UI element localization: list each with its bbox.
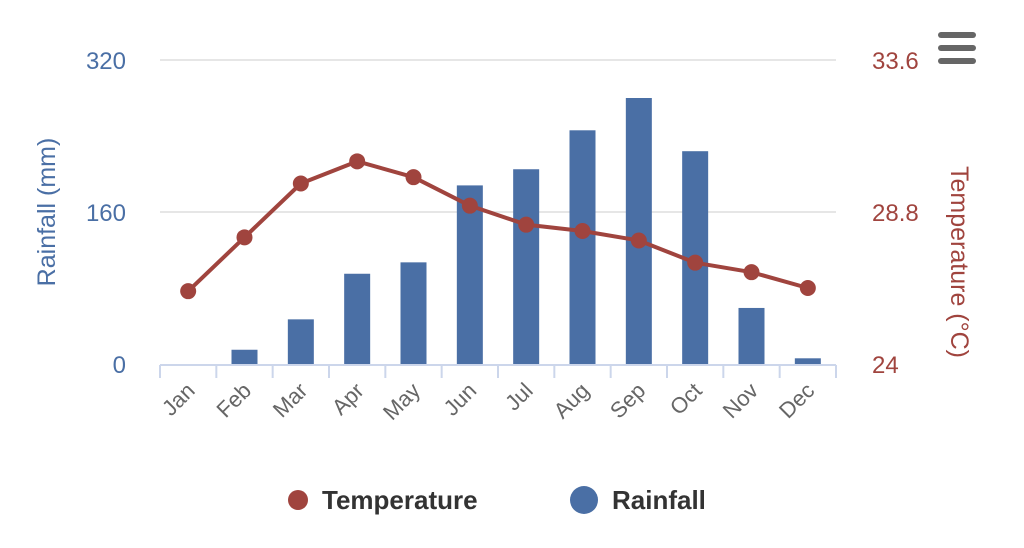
y-left-tick-label: 160: [86, 200, 126, 227]
x-axis: Jan Feb Mar Apr May Jun Jul Aug Sep Oct Nov Dec: [157, 364, 837, 425]
rainfall-bar: [400, 262, 427, 364]
hamburger-menu-icon[interactable]: [934, 30, 980, 68]
y-left-axis-title: Rainfall (mm): [33, 138, 61, 287]
temperature-point: [743, 264, 760, 281]
y-right-axis-title: Temperature (°C): [945, 166, 973, 358]
temperature-point: [180, 283, 197, 300]
x-tick-label: Feb: [212, 378, 256, 422]
x-tick-label: Dec: [774, 378, 819, 423]
y-right-tick-label: 28.8: [872, 200, 919, 227]
legend: Temperature Rainfall: [0, 478, 1024, 522]
legend-label-temperature: Temperature: [322, 484, 478, 515]
axis-labels: 0 160 320 24 28.8 33.6 Rainfall (mm) Temperatur…: [33, 48, 973, 379]
y-left-tick-label: 0: [113, 352, 126, 379]
y-right-tick-label: 24: [872, 352, 899, 379]
temperature-point: [236, 229, 253, 246]
legend-symbol-rainfall: [570, 486, 598, 514]
x-tick-label: May: [378, 378, 425, 425]
temperature-point: [687, 254, 704, 271]
rainfall-bar: [569, 130, 596, 364]
x-tick-label: Aug: [549, 378, 594, 423]
rainfall-bar: [344, 273, 371, 364]
gridlines: [160, 59, 836, 213]
temperature-point: [461, 197, 478, 214]
x-tick-label: Jul: [500, 378, 538, 416]
rainfall-bar: [287, 319, 314, 364]
legend-item-temperature[interactable]: Temperature: [288, 478, 478, 522]
temperature-point: [292, 175, 309, 192]
x-tick-label: Sep: [605, 378, 650, 423]
rainfall-bars: [231, 98, 821, 364]
temperature-point: [574, 223, 591, 239]
chart-area: Jan Feb Mar Apr May Jun Jul Aug Sep Oct Nov Dec 0 16…: [33, 48, 973, 425]
legend-symbol-temperature: [288, 490, 308, 510]
temperature-point: [518, 216, 535, 233]
y-left-tick-label: 320: [86, 48, 126, 75]
temperature-series-line: [186, 159, 809, 293]
x-tick-label: Jan: [157, 378, 200, 421]
temperature-point: [349, 153, 366, 170]
rainfall-bar: [625, 98, 652, 364]
rainfall-bar: [794, 358, 821, 364]
rainfall-bar: [456, 185, 483, 364]
x-tick-label: Nov: [718, 378, 763, 423]
x-tick-label: Jun: [439, 378, 482, 421]
temperature-point: [630, 232, 647, 249]
x-tick-label: Oct: [665, 378, 707, 420]
temperature-point: [799, 280, 816, 296]
rainfall-bar: [738, 307, 765, 364]
x-tick-label: Apr: [327, 378, 369, 420]
rainfall-bar: [513, 169, 540, 364]
x-tick-label: Mar: [268, 378, 312, 422]
temperature-point: [405, 169, 422, 186]
legend-label-rainfall: Rainfall: [612, 484, 706, 515]
rainfall-bar: [231, 349, 258, 364]
legend-item-rainfall[interactable]: Rainfall: [570, 478, 706, 522]
temperature-line: [180, 153, 816, 300]
y-right-tick-label: 33.6: [872, 48, 919, 75]
